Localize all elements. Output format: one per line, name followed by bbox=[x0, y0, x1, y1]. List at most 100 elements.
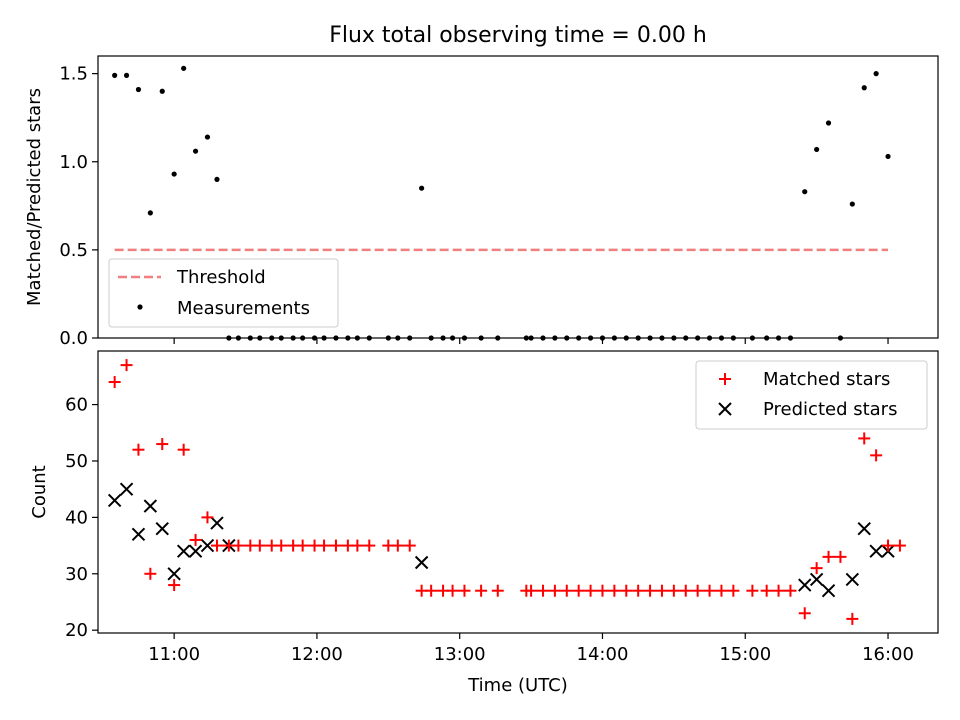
matched-star-point-41 bbox=[596, 584, 609, 597]
matched-star-point-11 bbox=[232, 539, 245, 552]
count-x-tick-label-0: 11:00 bbox=[148, 644, 200, 665]
count-x-tick-label-2: 13:00 bbox=[434, 644, 486, 665]
measurement-point-1 bbox=[123, 72, 130, 78]
matched-star-point-20 bbox=[329, 539, 342, 552]
predicted-star-point-14 bbox=[821, 583, 836, 598]
matched-star-point-45 bbox=[644, 584, 657, 597]
count-x-ticks: 11:00 12:00 13:00 14:00 15:00 16:00 bbox=[148, 633, 914, 665]
matched-star-point-31 bbox=[458, 584, 471, 597]
matched-star-point-51 bbox=[715, 584, 728, 597]
ratio-legend: Threshold Measurements bbox=[108, 258, 339, 328]
legend-measurements-label: Measurements bbox=[177, 298, 310, 319]
matched-star-point-42 bbox=[608, 584, 621, 597]
matched-star-point-22 bbox=[351, 539, 364, 552]
matched-star-point-38 bbox=[560, 584, 573, 597]
count-y-tick-label-3: 50 bbox=[65, 451, 88, 472]
legend-matched-swatch bbox=[719, 373, 731, 385]
matched-star-point-46 bbox=[655, 584, 668, 597]
matched-star-point-37 bbox=[548, 584, 561, 597]
predicted-star-point-13 bbox=[809, 572, 824, 587]
matched-star-point-47 bbox=[667, 584, 680, 597]
matched-star-point-55 bbox=[772, 584, 785, 597]
predicted-star-point-0 bbox=[107, 493, 122, 508]
measurement-point-57 bbox=[802, 189, 808, 195]
matched-star-point-19 bbox=[318, 539, 331, 552]
measurement-point-4 bbox=[159, 88, 165, 94]
predicted-star-point-9 bbox=[210, 516, 224, 530]
measurement-point-64 bbox=[885, 153, 891, 160]
measurement-point-0 bbox=[112, 72, 118, 78]
matched-star-point-9 bbox=[210, 539, 223, 552]
predicted-star-point-2 bbox=[131, 527, 146, 542]
ratio-plot: 0.0 0.5 1.0 1.5 Matched/Predicted stars Thr… bbox=[24, 55, 939, 349]
predicted-star-point-11 bbox=[414, 555, 429, 570]
measurement-point-5 bbox=[171, 171, 177, 177]
count-predicted-layer bbox=[107, 482, 895, 598]
matched-star-point-3 bbox=[144, 567, 157, 580]
ratio-plot-frame bbox=[97, 55, 939, 339]
matched-star-point-58 bbox=[810, 562, 823, 575]
matched-star-point-26 bbox=[403, 539, 416, 552]
matched-star-point-56 bbox=[784, 584, 797, 597]
measurement-point-7 bbox=[192, 148, 199, 154]
predicted-star-point-15 bbox=[845, 572, 860, 587]
measurement-point-9 bbox=[214, 176, 220, 182]
matched-star-point-43 bbox=[620, 584, 633, 597]
measurement-point-62 bbox=[861, 85, 867, 91]
measurement-point-2 bbox=[135, 86, 142, 93]
count-y-tick-label-0: 20 bbox=[65, 620, 88, 641]
count-plot: 11:00 12:00 13:00 14:00 15:00 16:00 20 30 40 50 6… bbox=[29, 350, 939, 696]
ratio-y-tick-label-2: 1.0 bbox=[59, 152, 88, 173]
matched-star-point-48 bbox=[679, 584, 692, 597]
legend-predicted-swatch bbox=[718, 402, 732, 416]
matched-star-point-62 bbox=[858, 432, 871, 445]
matched-star-point-60 bbox=[834, 550, 847, 563]
matched-star-point-25 bbox=[391, 539, 404, 552]
matched-star-point-50 bbox=[703, 584, 716, 597]
matched-star-point-49 bbox=[691, 584, 704, 597]
measurement-point-63 bbox=[873, 71, 879, 77]
measurement-point-61 bbox=[849, 201, 855, 207]
count-matched-layer bbox=[108, 359, 906, 625]
predicted-star-point-6 bbox=[176, 544, 191, 558]
measurement-point-6 bbox=[181, 65, 187, 71]
count-x-tick-label-1: 12:00 bbox=[291, 644, 343, 665]
matched-star-point-53 bbox=[746, 584, 759, 597]
count-y-axis-label: Count bbox=[29, 465, 50, 518]
count-x-axis-label: Time (UTC) bbox=[467, 675, 568, 696]
count-plot-frame bbox=[97, 350, 939, 634]
count-legend: Matched stars Predicted stars bbox=[695, 360, 928, 430]
predicted-star-point-17 bbox=[869, 544, 883, 558]
matched-star-point-59 bbox=[822, 550, 835, 563]
legend-measurements-swatch bbox=[137, 304, 143, 310]
matched-star-point-23 bbox=[363, 539, 376, 552]
predicted-star-point-4 bbox=[155, 521, 169, 536]
predicted-star-point-8 bbox=[200, 538, 215, 553]
ratio-y-tick-label-1: 0.5 bbox=[59, 240, 88, 261]
matched-star-point-64 bbox=[882, 539, 895, 552]
count-y-tick-label-2: 40 bbox=[65, 507, 88, 528]
predicted-star-point-16 bbox=[857, 521, 871, 536]
matched-star-point-52 bbox=[727, 584, 740, 597]
matched-star-point-1 bbox=[120, 359, 133, 372]
measurement-point-8 bbox=[204, 134, 211, 140]
count-x-tick-label-5: 16:00 bbox=[862, 644, 914, 665]
matched-star-point-28 bbox=[425, 584, 438, 597]
predicted-star-point-5 bbox=[167, 567, 181, 581]
matched-star-point-33 bbox=[491, 584, 504, 597]
count-x-tick-label-3: 14:00 bbox=[577, 644, 629, 665]
matched-star-point-35 bbox=[525, 584, 538, 597]
ratio-y-axis-label: Matched/Predicted stars bbox=[24, 88, 45, 306]
ratio-y-ticks: 0.0 0.5 1.0 1.5 bbox=[59, 64, 98, 349]
ratio-legend-box bbox=[108, 258, 339, 328]
matched-star-point-30 bbox=[446, 584, 459, 597]
matched-star-point-39 bbox=[572, 584, 585, 597]
ratio-y-tick-label-3: 1.5 bbox=[59, 64, 88, 85]
measurement-point-59 bbox=[825, 120, 832, 126]
matched-star-point-17 bbox=[296, 539, 309, 552]
count-x-tick-label-4: 15:00 bbox=[719, 644, 771, 665]
matched-star-point-57 bbox=[798, 607, 811, 620]
matched-star-point-8 bbox=[201, 511, 214, 524]
matched-star-point-61 bbox=[846, 612, 859, 625]
count-legend-box bbox=[695, 360, 928, 430]
